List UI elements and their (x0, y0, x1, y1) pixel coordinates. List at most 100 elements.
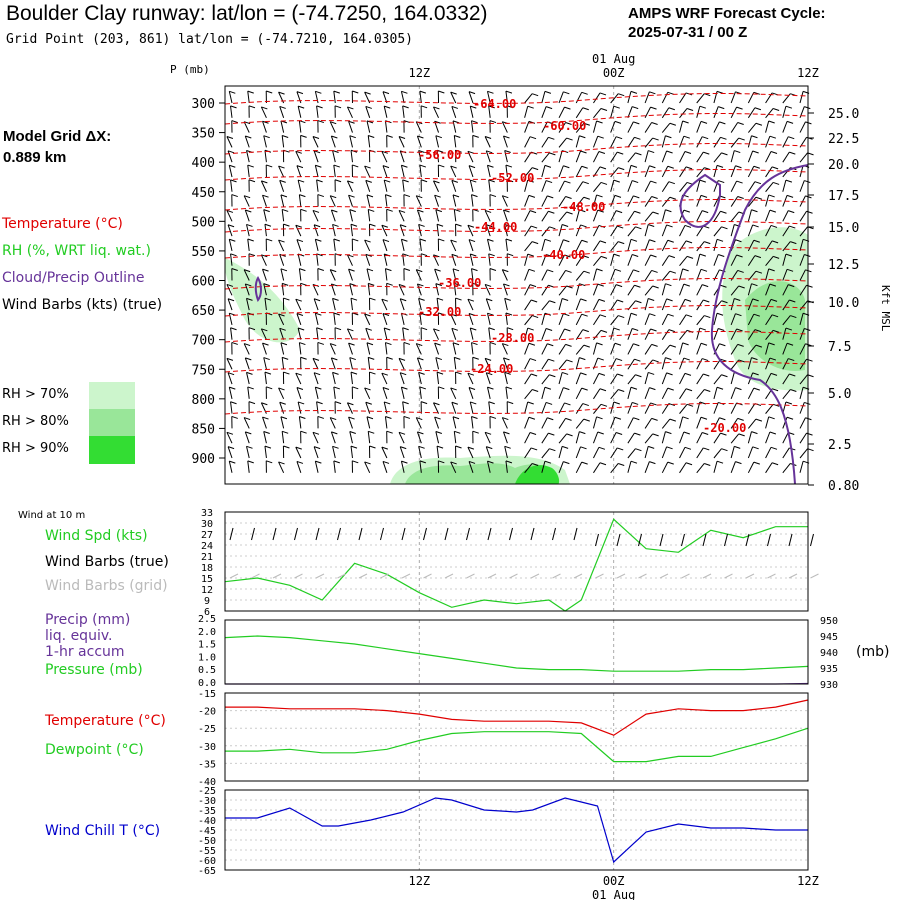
wind-barb-flag (716, 312, 724, 316)
wind-barb-flag (467, 372, 475, 376)
temperature-contour-label: -56.00 (418, 148, 461, 162)
wind-barb (575, 387, 588, 400)
wind-barb-flag (665, 357, 672, 361)
wind-barb (297, 401, 305, 414)
wind-barb-flag (350, 371, 358, 375)
wind-barb (558, 402, 571, 414)
wind-barb-shaft (593, 373, 600, 385)
wind-barb (644, 359, 659, 370)
wind-barb-shaft (350, 224, 353, 237)
wind-barb-flag (682, 342, 689, 346)
wind-barb-shaft (610, 447, 618, 459)
wind-barb-shaft (730, 344, 739, 355)
wind-barb (575, 196, 590, 207)
wind-barb-shaft (782, 447, 790, 459)
wind-barb (244, 283, 252, 296)
wind-barb-shaft (348, 195, 353, 207)
wind-barb (593, 372, 606, 385)
wind-barb-flag (531, 93, 539, 97)
precip-label: Precip (mm) (45, 612, 131, 628)
wind-barb (228, 386, 236, 399)
wind-barb-shaft (332, 150, 336, 163)
wind-barb-shaft (627, 448, 636, 459)
wind-barb-flag (279, 179, 286, 183)
wind-barb-flag (507, 401, 514, 405)
wind-barb-flag (615, 358, 623, 362)
wind-barb (398, 209, 406, 222)
wind-barb-shaft (247, 238, 250, 251)
wind-speed-tick-label: 15 (201, 574, 213, 585)
wind-barb-shaft (696, 358, 703, 370)
wind-barb-shaft (262, 342, 267, 355)
wind-barb-shaft (416, 135, 422, 148)
wind-barb (434, 268, 441, 281)
wind-barb (400, 90, 408, 104)
wind-barb-flag (804, 254, 811, 257)
wind-barb-shaft (264, 372, 267, 385)
wind-barb-flag (402, 105, 409, 109)
wind-barb-shaft (541, 358, 549, 370)
wind-barb (419, 90, 427, 104)
wind-speed-label: Wind Spd (kts) (45, 528, 148, 544)
wind-barb-shaft (298, 416, 302, 429)
wind-barb-flag (807, 448, 814, 452)
wind-barb (384, 416, 392, 429)
wind-barb-shaft (384, 194, 388, 207)
wind-barb-flag (682, 120, 689, 124)
wind-barb-flag (599, 240, 607, 244)
wind-barb-shaft (541, 195, 548, 207)
precip-tick-label: 0.0 (198, 678, 216, 689)
wind-barb-flag (229, 386, 236, 390)
wind-barb-shaft (366, 268, 371, 281)
precip-tick-label: 2.5 (198, 614, 216, 625)
wind-barb-shaft (799, 402, 805, 414)
wind-barb (575, 298, 587, 311)
wind-barb (246, 371, 253, 385)
wind-barb-shaft (627, 432, 635, 444)
temperature-contour-label: -44.00 (474, 220, 517, 234)
wind-barb-shaft (679, 373, 686, 385)
wind-barb-shaft (765, 166, 773, 178)
wind-barb-flag (771, 462, 779, 466)
wind-barb-flag (416, 195, 423, 199)
wind-barb (575, 135, 586, 148)
wind-barb (280, 342, 288, 355)
wind-barb-shaft (505, 91, 508, 104)
wind-barb (489, 268, 497, 281)
wind-barb-shaft (730, 150, 735, 163)
wind-barb-shaft (313, 446, 319, 459)
wind-barb-shaft (312, 358, 319, 370)
wind-barb-flag (630, 312, 638, 316)
wind-barb-flag (632, 327, 639, 331)
wind-barb-shaft (610, 417, 616, 429)
wind-barb-shaft (314, 387, 319, 399)
wind-barb-flag (243, 121, 251, 125)
wind-barb-shaft (278, 387, 285, 400)
wind-barb-flag (352, 164, 359, 168)
wind-barb (485, 372, 493, 385)
wind-barb-shaft (330, 135, 336, 148)
wind-barb-shaft (782, 269, 788, 281)
wind-barb-flag (651, 269, 658, 273)
wind-barb-flag (600, 403, 608, 407)
wind-barb-flag (350, 445, 358, 449)
wind-barb (472, 134, 479, 148)
wind-barb-shaft (592, 283, 599, 296)
true-wind-barb (638, 533, 642, 547)
wind-barb-flag (507, 253, 514, 257)
height-tick-label: 2.5 (828, 438, 851, 453)
wind-barb (799, 226, 814, 237)
wind-barb-flag (648, 445, 655, 449)
wind-barb-flag (704, 241, 711, 245)
wind-barb (366, 416, 374, 429)
wind-barb-shaft (469, 253, 474, 266)
wind-barb-flag (468, 460, 476, 464)
wind-barbs-true-label: Wind Barbs (true) (45, 554, 169, 570)
grid-wind-barb (659, 573, 669, 579)
wind-barb (799, 432, 813, 444)
wind-barb (346, 402, 354, 414)
wind-barb (504, 223, 511, 237)
wind-barb-shaft (575, 418, 585, 429)
wind-barb-flag (398, 283, 406, 287)
wind-barb-shaft (230, 105, 233, 118)
